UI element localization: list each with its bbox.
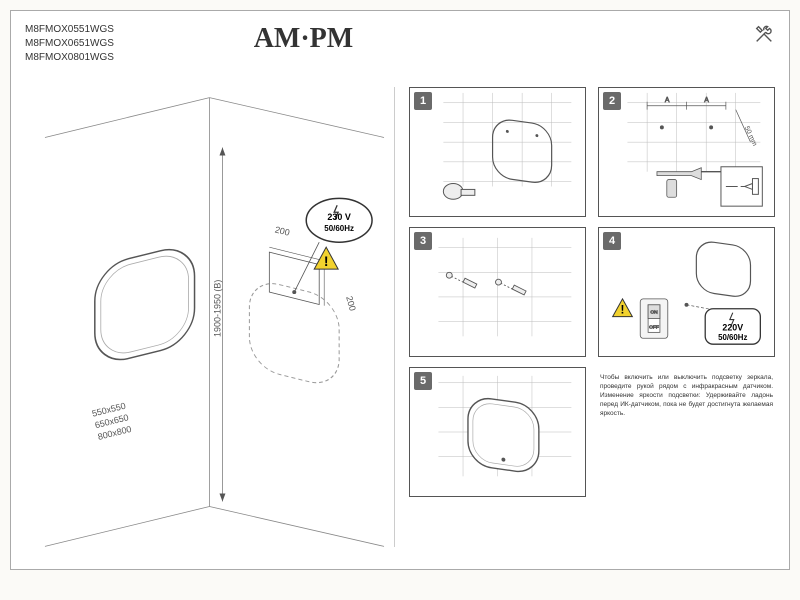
instruction-sheet: M8FMOX0551WGS M8FMOX0651WGS M8FMOX0801WG… <box>10 10 790 570</box>
step-2: 2 A A 50 mm <box>598 87 775 217</box>
s4-v2: 50/60Hz <box>718 333 747 342</box>
sku-list: M8FMOX0551WGS M8FMOX0651WGS M8FMOX0801WG… <box>25 23 114 65</box>
svg-text:ON: ON <box>650 310 658 316</box>
volt-2: 50/60Hz <box>324 224 354 233</box>
step-num-5: 5 <box>414 372 432 390</box>
step-4: 4 ! <box>598 227 775 357</box>
sku-0: M8FMOX0551WGS <box>25 23 114 37</box>
header: M8FMOX0551WGS M8FMOX0651WGS M8FMOX0801WG… <box>25 23 775 83</box>
tools-icon <box>753 23 775 45</box>
dim-top: 200 <box>274 224 291 237</box>
sku-2: M8FMOX0801WGS <box>25 51 114 65</box>
step-num-4: 4 <box>603 232 621 250</box>
svg-text:A: A <box>704 97 709 104</box>
svg-text:OFF: OFF <box>649 324 659 330</box>
step-num-3: 3 <box>414 232 432 250</box>
instruction-text-cell: Чтобы включить или выключить подсветку з… <box>598 367 775 497</box>
main-diagram: 550x550 650x650 800x800 200 200 1900-1 <box>25 87 395 547</box>
steps-grid: 1 <box>409 87 775 547</box>
step-num-1: 1 <box>414 92 432 110</box>
s4-v1: 220V <box>722 322 743 332</box>
dim-side: 200 <box>344 295 358 312</box>
brand-logo: AM·PM <box>254 23 354 55</box>
step-1: 1 <box>409 87 586 217</box>
svg-text:!: ! <box>324 253 329 269</box>
svg-text:A: A <box>665 97 670 104</box>
step-5: 5 <box>409 367 586 497</box>
svg-text:!: ! <box>621 303 625 317</box>
s2-dim: 50 mm <box>743 125 758 147</box>
step-3: 3 <box>409 227 586 357</box>
volt-1: 230 V <box>327 212 350 222</box>
step-num-2: 2 <box>603 92 621 110</box>
sku-1: M8FMOX0651WGS <box>25 37 114 51</box>
dim-height: 1900-1950 (B) <box>212 280 222 337</box>
content: 550x550 650x650 800x800 200 200 1900-1 <box>25 87 775 547</box>
instruction-text: Чтобы включить или выключить подсветку з… <box>598 367 775 418</box>
